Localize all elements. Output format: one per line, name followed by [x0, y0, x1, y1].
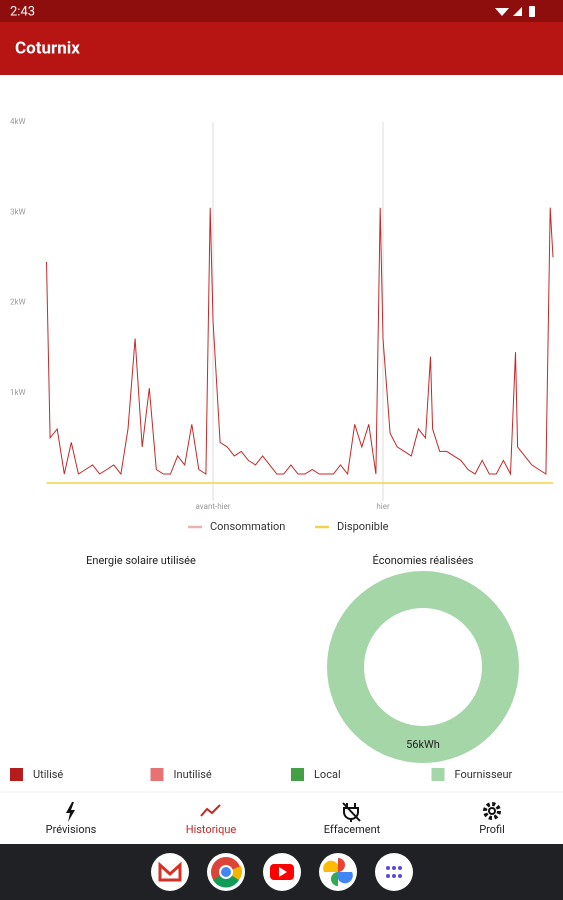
nav-item[interactable]: Prévisions [46, 823, 97, 836]
legend-swatch [291, 768, 304, 781]
legend-swatch [431, 768, 445, 781]
legend-label: Local [314, 768, 341, 781]
nav-icons [66, 802, 501, 822]
x-tick-label: avant-hier [195, 502, 230, 511]
y-tick-label: 4kW [10, 117, 26, 126]
series-line [46, 207, 554, 476]
donut-label: 56kWh [406, 738, 440, 751]
legend-label: Fournisseur [455, 768, 513, 781]
status-icons [495, 6, 535, 17]
legend-label: Utilisé [33, 768, 63, 781]
status-bar [0, 0, 563, 22]
bottom-nav [0, 792, 563, 844]
pie-title: Économies réalisées [373, 554, 474, 567]
legend-swatch [10, 768, 23, 781]
legend-swatch [150, 768, 164, 781]
dock [151, 853, 413, 891]
legend-label: Consommation [210, 520, 285, 533]
donut-segment [327, 571, 519, 763]
app-title: Coturnix [15, 38, 80, 58]
y-tick-label: 3kW [10, 207, 26, 216]
nav-item[interactable]: Historique [186, 823, 237, 836]
y-tick-label: 2kW [10, 298, 26, 307]
x-tick-label: hier [376, 502, 390, 511]
status-time: 2:43 [10, 4, 35, 19]
legend-label: Inutilisé [174, 768, 212, 781]
y-tick-label: 1kW [10, 388, 26, 397]
nav-item[interactable]: Effacement [324, 823, 381, 836]
legend-label: Disponible [337, 520, 389, 533]
pie-title: Energie solaire utilisée [86, 554, 196, 567]
nav-item[interactable]: Profil [479, 823, 505, 836]
app-bar [0, 22, 563, 75]
